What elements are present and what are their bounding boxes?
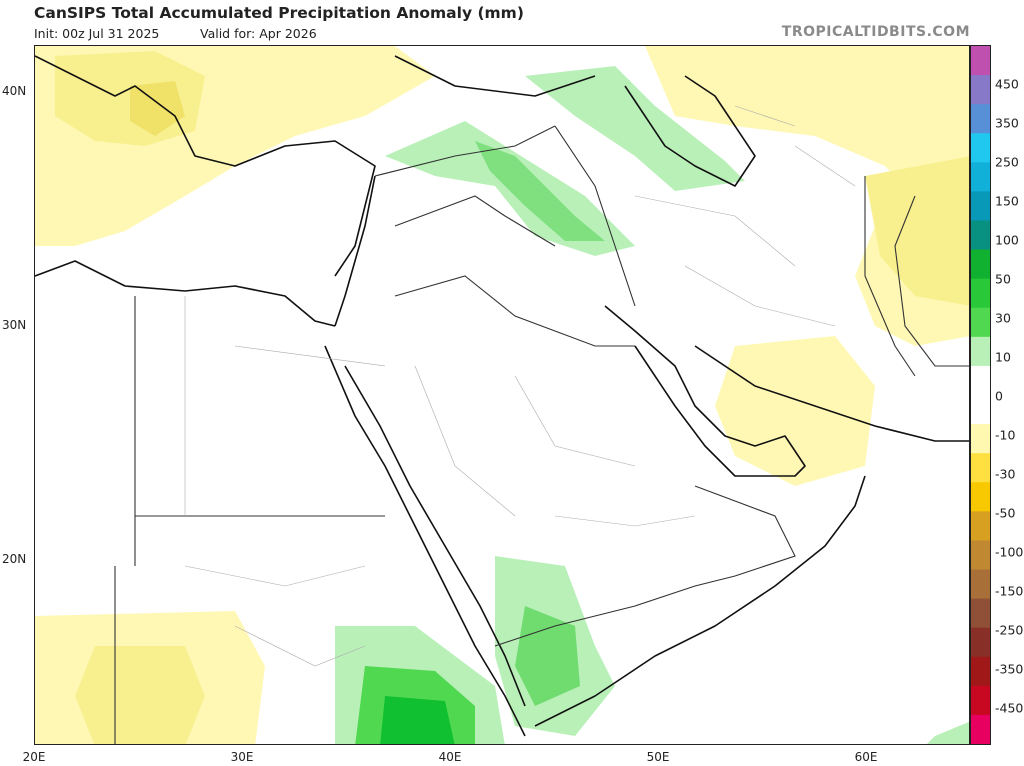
colorbar-tick-label: -30: [995, 466, 1016, 482]
coast-mediterranean-north: [35, 55, 376, 277]
colorbar-swatch: [971, 249, 990, 280]
colorbar-swatch: [971, 75, 990, 105]
border-saudi-oman: [694, 485, 796, 577]
coast-black-sea: [394, 55, 596, 97]
lon-label-20e: 20E: [22, 750, 46, 764]
country-borders: [114, 125, 969, 744]
colorbar-swatches: [971, 46, 990, 745]
colorbar-tick-label: 350: [995, 115, 1019, 131]
coast-caspian: [624, 75, 756, 187]
coast-levant: [334, 175, 376, 327]
anomaly-yellow-greece-core: [130, 81, 185, 136]
colorbar-swatch: [971, 104, 990, 134]
colorbar-swatch: [971, 569, 990, 600]
colorbar-swatch: [971, 336, 990, 367]
colorbar-swatch: [971, 424, 990, 454]
lat-label-20n: 20N: [2, 552, 27, 566]
coast-north-africa: [35, 260, 336, 327]
colorbar-swatch: [971, 307, 990, 338]
colorbar-swatch: [971, 685, 990, 716]
colorbar-swatch: [971, 191, 990, 221]
border-saudi-iraq: [394, 275, 635, 347]
colorbar-tick-label: 30: [995, 310, 1011, 326]
border-iraq-syria: [394, 195, 556, 247]
map-title: CanSIPS Total Accumulated Precipitation …: [34, 4, 524, 22]
anomaly-yellow-east: [645, 46, 969, 346]
colorbar-swatch: [971, 395, 990, 425]
colorbar-swatch: [971, 365, 990, 396]
colorbar-swatch: [971, 511, 990, 541]
colorbar-swatch: [971, 656, 990, 687]
colorbar-swatch: [971, 540, 990, 570]
colorbar-swatch: [971, 46, 990, 76]
anomaly-green-sea-east: [927, 721, 969, 744]
init-label: Init: 00z Jul 31 2025: [34, 26, 160, 41]
colorbar-tick-label: 150: [995, 193, 1019, 209]
colorbar: [970, 45, 991, 745]
anomaly-green-ethiopia-core: [380, 696, 455, 744]
map-canvas: [35, 46, 969, 744]
lon-label-60e: 60E: [854, 750, 878, 764]
coastlines: [35, 55, 969, 737]
coast-red-sea-east: [344, 365, 526, 707]
positive-anomaly-areas: [335, 66, 969, 744]
border-turkey: [374, 125, 556, 177]
border-afg-pakistan: [894, 195, 969, 367]
border-saudi-yemen: [494, 575, 736, 647]
colorbar-swatch: [971, 714, 990, 745]
lon-label-40e: 40E: [438, 750, 462, 764]
colorbar-swatch: [971, 133, 990, 163]
border-iran-afghanistan: [864, 176, 916, 377]
colorbar-swatch: [971, 482, 990, 512]
colorbar-tick-label: 100: [995, 232, 1019, 248]
colorbar-swatch: [971, 453, 990, 483]
colorbar-swatch: [971, 627, 990, 658]
lon-label-30e: 30E: [230, 750, 254, 764]
colorbar-tick-label: 250: [995, 154, 1019, 170]
coast-persian-gulf: [604, 305, 806, 477]
colorbar-swatch: [971, 162, 990, 192]
brand-watermark: TROPICALTIDBITS.COM: [781, 24, 970, 40]
colorbar-tick-label: -250: [995, 622, 1024, 638]
border-iraq-iran: [554, 125, 636, 307]
lat-label-30n: 30N: [2, 318, 27, 332]
colorbar-tick-label: -50: [995, 505, 1016, 521]
lat-label-40n: 40N: [2, 84, 27, 98]
colorbar-swatch: [971, 278, 990, 309]
colorbar-tick-label: 0: [995, 388, 1003, 404]
colorbar-swatch: [971, 220, 990, 251]
anomaly-green-caucasus: [525, 66, 745, 191]
coast-arabia-south: [534, 475, 866, 727]
colorbar-tick-label: -350: [995, 661, 1024, 677]
anomaly-green-yemen-core: [515, 606, 580, 706]
colorbar-tick-label: -150: [995, 583, 1024, 599]
colorbar-swatch: [971, 598, 990, 629]
negative-anomaly-areas: [35, 46, 969, 744]
lon-label-50e: 50E: [646, 750, 670, 764]
anomaly-green-iraq-core: [475, 141, 605, 241]
coast-red-sea-west: [324, 345, 526, 737]
colorbar-tick-label: 10: [995, 349, 1011, 365]
anomaly-yellow-pakistan: [865, 156, 969, 306]
colorbar-tick-label: -10: [995, 427, 1016, 443]
anomaly-yellow-libya-core: [75, 646, 205, 744]
colorbar-tick-label: -100: [995, 544, 1024, 560]
coast-iran-south: [694, 345, 969, 442]
map-panel: [34, 45, 970, 745]
province-borders: [184, 105, 856, 667]
colorbar-tick-label: -450: [995, 700, 1024, 716]
colorbar-tick-label: 50: [995, 271, 1011, 287]
valid-label: Valid for: Apr 2026: [200, 26, 317, 41]
anomaly-yellow-iran-south: [715, 336, 875, 486]
colorbar-tick-label: 450: [995, 76, 1019, 92]
